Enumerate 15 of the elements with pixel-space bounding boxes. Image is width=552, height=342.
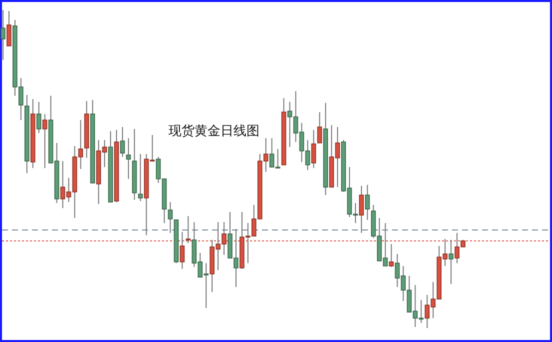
candlestick — [6, 10, 12, 46]
candlestick — [0, 10, 6, 60]
candlestick — [168, 202, 173, 234]
candlestick — [36, 101, 42, 134]
candlestick — [126, 138, 131, 180]
candlestick — [388, 244, 394, 268]
candlestick — [317, 112, 322, 144]
candlestick — [138, 154, 143, 202]
candlestick — [42, 113, 48, 169]
candlestick — [311, 129, 316, 169]
text: 现货黄金日线图 — [168, 124, 260, 139]
candlestick — [448, 239, 454, 285]
candlestick — [120, 126, 125, 158]
candlestick — [365, 184, 370, 220]
candlestick — [359, 185, 364, 234]
